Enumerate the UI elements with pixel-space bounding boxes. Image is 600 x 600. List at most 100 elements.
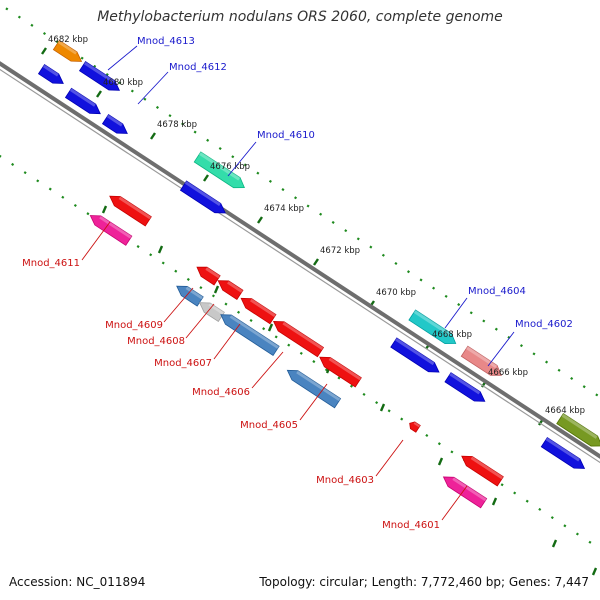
kbp-tick-label: 4678 kbp xyxy=(157,120,197,130)
gene-label: Mnod_4610 xyxy=(257,130,315,141)
gene-label: Mnod_4609 xyxy=(105,320,163,331)
scale-dot xyxy=(86,212,90,216)
gene-leader-line xyxy=(487,331,515,367)
scale-dot xyxy=(513,491,517,495)
gene-feature-red xyxy=(240,297,277,325)
scale-dot xyxy=(538,507,542,511)
scale-dot xyxy=(469,311,473,315)
kbp-tick-minor xyxy=(491,497,498,506)
kbp-tick-label: 4680 kbp xyxy=(103,78,143,88)
kbp-tick-minor xyxy=(551,539,558,548)
genome-title: Methylobacterium nodulans ORS 2060, comp… xyxy=(97,9,503,25)
gene-label: Mnod_4603 xyxy=(316,475,374,486)
gene-feature-salmon xyxy=(460,345,502,376)
kbp-tick-minor xyxy=(157,245,164,254)
gene-label: Mnod_4607 xyxy=(154,358,212,369)
scale-dot xyxy=(400,417,404,421)
scale-dot xyxy=(444,294,448,298)
scale-dot xyxy=(369,245,373,249)
scale-dot xyxy=(457,303,461,307)
scale-dot xyxy=(48,187,52,191)
scale-dot xyxy=(11,162,15,166)
scale-dot xyxy=(5,7,9,11)
scale-dot xyxy=(199,286,203,290)
scale-dot xyxy=(237,310,241,314)
kbp-tick-label: 4682 kbp xyxy=(48,35,88,45)
scale-dot xyxy=(356,237,360,241)
gene-leader-line xyxy=(163,287,194,323)
scale-dot xyxy=(337,376,341,380)
scale-dot xyxy=(450,450,454,454)
scale-dot xyxy=(118,81,122,85)
scale-dot xyxy=(482,319,486,323)
gene-label: Mnod_4601 xyxy=(382,520,440,531)
scale-dot xyxy=(525,499,529,503)
gene-feature-blue xyxy=(37,64,64,84)
gene-leader-line xyxy=(137,71,169,105)
scale-dot xyxy=(570,376,574,381)
scale-dot xyxy=(287,343,291,347)
gene-label: Mnod_4613 xyxy=(137,36,195,47)
kbp-tick-minor xyxy=(101,205,108,214)
gene-leader-line xyxy=(444,297,468,329)
scale-dot xyxy=(155,105,159,109)
gene-leader-line xyxy=(375,439,404,477)
accession-label: Accession: NC_011894 xyxy=(9,575,146,589)
scale-dot xyxy=(243,163,247,167)
kbp-tick-minor xyxy=(437,457,444,466)
kbp-tick xyxy=(150,132,156,140)
kbp-tick xyxy=(96,90,102,98)
scale-dot xyxy=(394,261,398,266)
backbone-line xyxy=(0,61,600,459)
scale-dot xyxy=(149,253,153,257)
gene-leader-line xyxy=(251,351,284,389)
backbone-layer xyxy=(0,61,600,464)
gene-leader-line xyxy=(441,485,468,521)
scale-dot xyxy=(312,360,316,364)
gene-feature-cyan xyxy=(408,309,457,344)
scale-dot xyxy=(532,352,536,356)
gene-feature-orange xyxy=(52,39,83,62)
kbp-tick-label: 4668 kbp xyxy=(432,330,472,340)
scale-dot xyxy=(36,179,40,183)
scale-dot xyxy=(575,532,579,536)
scale-dot xyxy=(61,195,65,199)
scale-dot xyxy=(362,392,366,396)
gene-feature-blue xyxy=(179,180,226,214)
gene-feature-red xyxy=(461,455,504,487)
kbp-tick-label: 4676 kbp xyxy=(210,162,250,172)
gene-feature-pink xyxy=(442,476,488,509)
kbp-tick-label: 4670 kbp xyxy=(376,288,416,298)
scale-dot xyxy=(419,278,423,282)
kbp-tick-label: 4672 kbp xyxy=(320,246,360,256)
scale-dot xyxy=(557,368,561,372)
scale-dot xyxy=(231,155,235,159)
scale-dot xyxy=(268,179,272,183)
scale-dot xyxy=(281,188,285,192)
gene-feature-steelblue xyxy=(176,285,204,307)
gene-leader-line xyxy=(299,383,328,421)
scale-dot xyxy=(381,253,385,257)
scale-dot xyxy=(595,393,599,397)
gene-feature-blue xyxy=(78,61,121,91)
scale-dot xyxy=(387,409,391,413)
scale-dot xyxy=(519,344,523,348)
gene-leader-line xyxy=(227,141,257,177)
gene-feature-red xyxy=(109,195,152,227)
scale-dot xyxy=(105,73,109,77)
gene-feature-blue xyxy=(444,372,486,402)
scale-dot xyxy=(30,23,34,27)
labels-layer: 4682 kbp 4680 kbp 4678 kbp 4676 kbp 4674 kbp… xyxy=(22,35,585,531)
gene-label: Mnod_4608 xyxy=(127,336,185,347)
scale-dot xyxy=(93,64,97,68)
scale-dot xyxy=(0,154,2,158)
scale-dot xyxy=(274,335,278,339)
scale-dot xyxy=(349,384,354,388)
scale-dot xyxy=(168,114,172,118)
kbp-tick xyxy=(313,258,319,266)
kbp-tick-minor xyxy=(591,567,598,576)
gene-label: Mnod_4604 xyxy=(468,286,526,297)
gene-feature-olive xyxy=(556,413,600,447)
